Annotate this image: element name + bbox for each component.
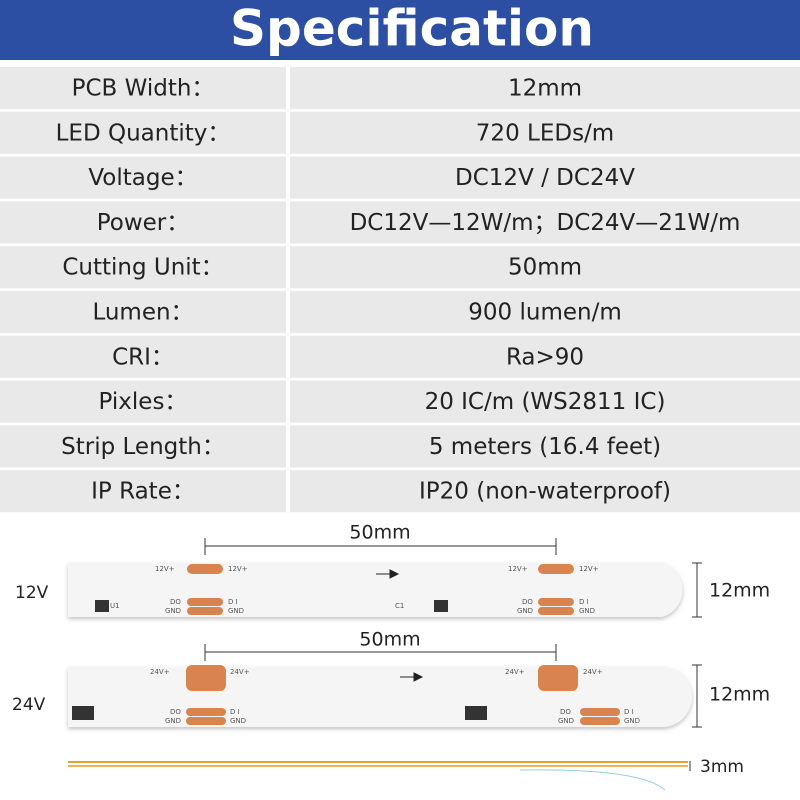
spec-value: DC12V / DC24V (455, 165, 635, 191)
spec-label: Voltage： (88, 165, 197, 191)
chip (434, 600, 448, 612)
label-cell (0, 111, 286, 154)
spec-value: 12mm (508, 76, 582, 102)
spec-label: Pixles： (99, 389, 188, 415)
label-cell (0, 246, 286, 289)
chip (95, 600, 109, 612)
chip (465, 706, 487, 720)
pad (538, 665, 578, 691)
pad-label: 12V+ (155, 565, 175, 573)
pad (538, 598, 574, 606)
pad-label: DO (170, 598, 181, 606)
pad (186, 665, 226, 691)
strip-side-edge (519, 769, 666, 791)
value-cell (290, 201, 800, 244)
voltage: 12V (15, 583, 49, 603)
voltage: 24V (12, 695, 46, 715)
pad (538, 564, 574, 574)
value-cell (290, 111, 800, 154)
pad-label: GND (517, 607, 533, 615)
pad-label: GND (228, 607, 244, 615)
spec-value: 900 lumen/m (468, 300, 621, 326)
value-cell (290, 470, 800, 513)
value-cell (290, 246, 800, 289)
pad-label: GND (624, 717, 640, 725)
label-cell (0, 425, 286, 468)
pad-label: 24V+ (583, 668, 603, 676)
label-cell (0, 335, 286, 378)
pad-label: U1 (110, 602, 120, 610)
cut-length: 50mm (359, 629, 420, 651)
pad-label: 12V+ (579, 565, 599, 573)
value-cell (290, 156, 800, 199)
pad (186, 717, 226, 725)
spec-label: LED Quantity： (56, 120, 231, 146)
pad-label: D I (624, 708, 634, 716)
pad-label: DO (522, 598, 533, 606)
arrow (400, 672, 424, 682)
pad-label: GND (558, 717, 574, 725)
pad (580, 717, 620, 725)
pad-label: 24V+ (505, 668, 525, 676)
pad-label: GND (165, 717, 181, 725)
spec-value: 720 LEDs/m (476, 120, 614, 146)
pad-label: 24V+ (230, 668, 250, 676)
pad (186, 708, 226, 716)
pad-label: D I (230, 708, 240, 716)
spec-table: PCB Width： 12mm LED Quantity： 720 LEDs/m Vol… (0, 67, 800, 513)
width: 12mm (709, 580, 770, 602)
spec-label: Strip Length： (61, 434, 225, 460)
spec-value: Ra>90 (506, 344, 584, 370)
pad-label: 12V+ (508, 565, 528, 573)
spec-label: Lumen： (92, 300, 193, 326)
spec-value: 20 IC/m (WS2811 IC) (425, 389, 666, 415)
value-cell (290, 380, 800, 423)
pad (580, 708, 620, 716)
chip (72, 706, 94, 720)
thickness: 3mm (700, 757, 744, 777)
value-cell (290, 335, 800, 378)
spec-label: CRI： (112, 344, 174, 370)
strip-24v: 50mm 24V 12mm 24V+ 24V+ DO D I GND GND 2… (12, 629, 770, 728)
pad-label: C1 (395, 602, 404, 610)
pad-label: 24V+ (150, 668, 170, 676)
arrow (376, 569, 400, 579)
pad (187, 598, 223, 606)
label-cell (0, 67, 286, 109)
spec-value: 5 meters (16.4 feet) (429, 434, 661, 460)
pad (187, 607, 223, 615)
spec-label: PCB Width： (72, 76, 215, 102)
value-cell (290, 291, 800, 333)
pad-label: DO (170, 708, 181, 716)
pad-label: GND (165, 607, 181, 615)
title: Specification (230, 0, 594, 58)
spec-label: IP Rate： (91, 479, 195, 505)
spec-label: Power： (97, 210, 190, 236)
label-cell (0, 470, 286, 513)
spec-value: DC12V—12W/m；DC24V—21W/m (350, 210, 741, 236)
label-cell (0, 156, 286, 199)
pad (187, 564, 223, 574)
pad-label: 12V+ (228, 565, 248, 573)
pad-label: GND (579, 607, 595, 615)
header-band (0, 0, 800, 60)
pad-label: D I (579, 598, 589, 606)
label-cell (0, 201, 286, 244)
value-cell (290, 67, 800, 109)
spec-label: Cutting Unit： (62, 255, 223, 281)
pad-label: DO (560, 708, 571, 716)
label-cell (0, 291, 286, 333)
label-cell (0, 380, 286, 423)
cut-length: 50mm (349, 522, 410, 544)
pad-label: GND (230, 717, 246, 725)
value-cell (290, 425, 800, 468)
pad (538, 607, 574, 615)
pad-label: D I (228, 598, 238, 606)
width: 12mm (709, 684, 770, 706)
spec-value: IP20 (non-waterproof) (419, 479, 671, 505)
strip-12v: 50mm 12V 12mm 12V+ 12V+ DO D I GND GND U… (15, 522, 770, 618)
spec-value: 50mm (508, 255, 582, 281)
